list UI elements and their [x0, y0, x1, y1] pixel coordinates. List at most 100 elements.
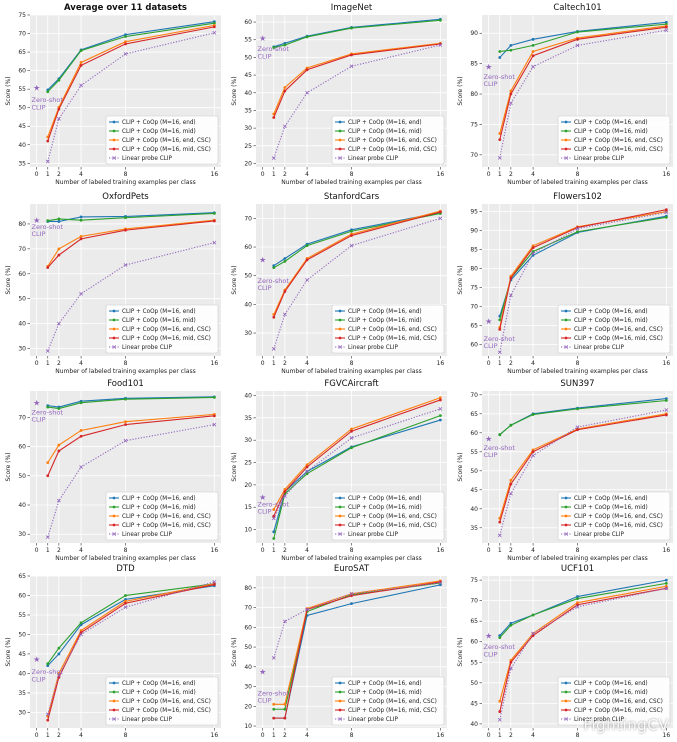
y-tick-label: 50 — [18, 631, 26, 638]
y-tick-label: 70 — [18, 246, 26, 253]
x-tick-label: 16 — [437, 360, 445, 367]
legend: CLIP + CoOp (M=16, end) CLIP + CoOp (M=16… — [331, 676, 445, 726]
data-point — [664, 210, 669, 215]
y-tick-label: 65 — [470, 411, 478, 418]
legend-marker — [338, 147, 342, 151]
x-tick-label: 16 — [663, 547, 671, 554]
y-tick-label: 30 — [244, 684, 252, 691]
data-point — [212, 240, 217, 245]
y-axis-label: Score (%) — [5, 265, 12, 294]
legend-marker — [564, 681, 568, 685]
legend-box — [557, 491, 671, 541]
legend-entry: CLIP + CoOp (M=16, mid, CSC) — [574, 147, 663, 153]
data-point — [283, 716, 287, 720]
y-tick-label: 40 — [18, 502, 26, 509]
zero-shot-label: Zero-shot — [32, 96, 64, 104]
legend-entry: CLIP + CoOp (M=16, end, CSC) — [574, 138, 663, 144]
chart-panel: Flowers102 60 65 70 75 80 85 90 95 0 1 2 4 8 16 Number … — [457, 192, 673, 375]
data-point — [123, 263, 128, 267]
data-point — [45, 349, 50, 353]
data-point — [271, 156, 276, 161]
x-tick-label: 2 — [283, 171, 287, 178]
legend: CLIP + CoOp (M=16, end) CLIP + CoOp (M=16… — [331, 491, 445, 541]
legend: CLIP + CoOp (M=16, end) CLIP + CoOp (M=16… — [557, 115, 671, 165]
data-point — [531, 453, 535, 458]
legend-marker — [564, 708, 568, 712]
data-point — [664, 408, 669, 412]
zero-shot-label: Zero-shot — [258, 45, 290, 53]
legend-box — [557, 115, 671, 165]
x-axis-label: Number of labeled training examples per … — [507, 555, 647, 562]
legend-entry: CLIP + CoOp (M=16, mid, CSC) — [574, 523, 663, 529]
data-point — [664, 413, 668, 417]
legend-entry: CLIP + CoOp (M=16, mid) — [348, 129, 422, 135]
legend-marker — [112, 523, 116, 527]
legend-marker — [112, 708, 116, 712]
legend-entry: CLIP + CoOp (M=16, mid, CSC) — [348, 336, 437, 342]
legend-marker — [564, 120, 568, 124]
legend-entry: Linear probe CLIP — [122, 532, 173, 538]
data-point — [272, 702, 276, 706]
y-tick-label: 35 — [18, 690, 26, 697]
data-point — [576, 601, 579, 605]
data-point — [282, 494, 287, 498]
legend-marker — [564, 532, 569, 536]
x-tick-label: 2 — [57, 547, 61, 554]
legend-entry: CLIP + CoOp (M=16, end) — [122, 681, 196, 687]
data-point — [272, 514, 276, 518]
legend: CLIP + CoOp (M=16, end) CLIP + CoOp (M=16… — [105, 676, 219, 726]
y-tick-label: 85 — [470, 247, 478, 254]
data-point — [272, 116, 276, 119]
data-point — [123, 52, 128, 56]
data-point — [56, 498, 61, 503]
data-point — [438, 43, 443, 47]
x-tick-label: 4 — [79, 360, 83, 367]
data-point — [509, 44, 513, 47]
data-point — [271, 516, 276, 521]
legend-marker — [564, 345, 569, 349]
data-point — [509, 48, 513, 52]
y-tick-label: 60 — [244, 244, 252, 251]
legend-marker — [338, 327, 342, 331]
chart-panel: FGVCAircraft 10 15 20 25 30 35 40 0 1 2 4 8 16 Number … — [231, 379, 447, 562]
zero-shot-label: Zero-shot — [484, 643, 516, 651]
y-tick-label: 50 — [244, 54, 252, 61]
data-point — [498, 636, 502, 640]
y-tick-label: 40 — [470, 506, 478, 513]
x-tick-label: 4 — [305, 360, 309, 367]
data-point — [212, 212, 216, 215]
legend-marker — [564, 690, 568, 694]
data-point — [79, 621, 83, 625]
data-point — [349, 436, 354, 440]
data-point — [56, 673, 61, 678]
data-point — [283, 490, 287, 493]
data-point — [124, 597, 127, 601]
x-tick-label: 8 — [124, 171, 128, 178]
y-tick-label: 40 — [244, 392, 252, 399]
legend-marker — [338, 708, 342, 712]
y-tick-label: 70 — [470, 304, 478, 311]
zero-shot-marker: ★ — [33, 655, 40, 664]
data-point — [46, 90, 50, 94]
data-point — [124, 397, 127, 401]
data-point — [57, 253, 61, 257]
legend-marker — [564, 147, 568, 151]
y-tick-label: 75 — [18, 12, 26, 19]
chart-panel: Food101 30 40 50 60 70 0 1 2 4 8 16 Number of labele… — [5, 379, 221, 562]
data-point — [349, 243, 354, 248]
y-tick-label: 55 — [244, 37, 252, 44]
legend-entry: CLIP + CoOp (M=16, mid) — [122, 690, 196, 696]
legend-entry: Linear probe CLIP — [348, 345, 399, 351]
legend-entry: CLIP + CoOp (M=16, end) — [348, 681, 422, 687]
y-tick-label: 60 — [244, 19, 252, 26]
data-point — [438, 406, 443, 411]
y-tick-label: 30 — [18, 709, 26, 716]
chart-panel: StanfordCars 30 40 50 60 70 0 1 2 4 8 16 Number of l… — [231, 192, 447, 375]
zero-shot-marker: ★ — [485, 62, 492, 71]
data-point — [498, 318, 502, 322]
legend-marker — [112, 681, 116, 685]
data-point — [438, 398, 442, 402]
y-tick-label: 20 — [244, 482, 252, 489]
x-tick-label: 1 — [498, 547, 502, 554]
